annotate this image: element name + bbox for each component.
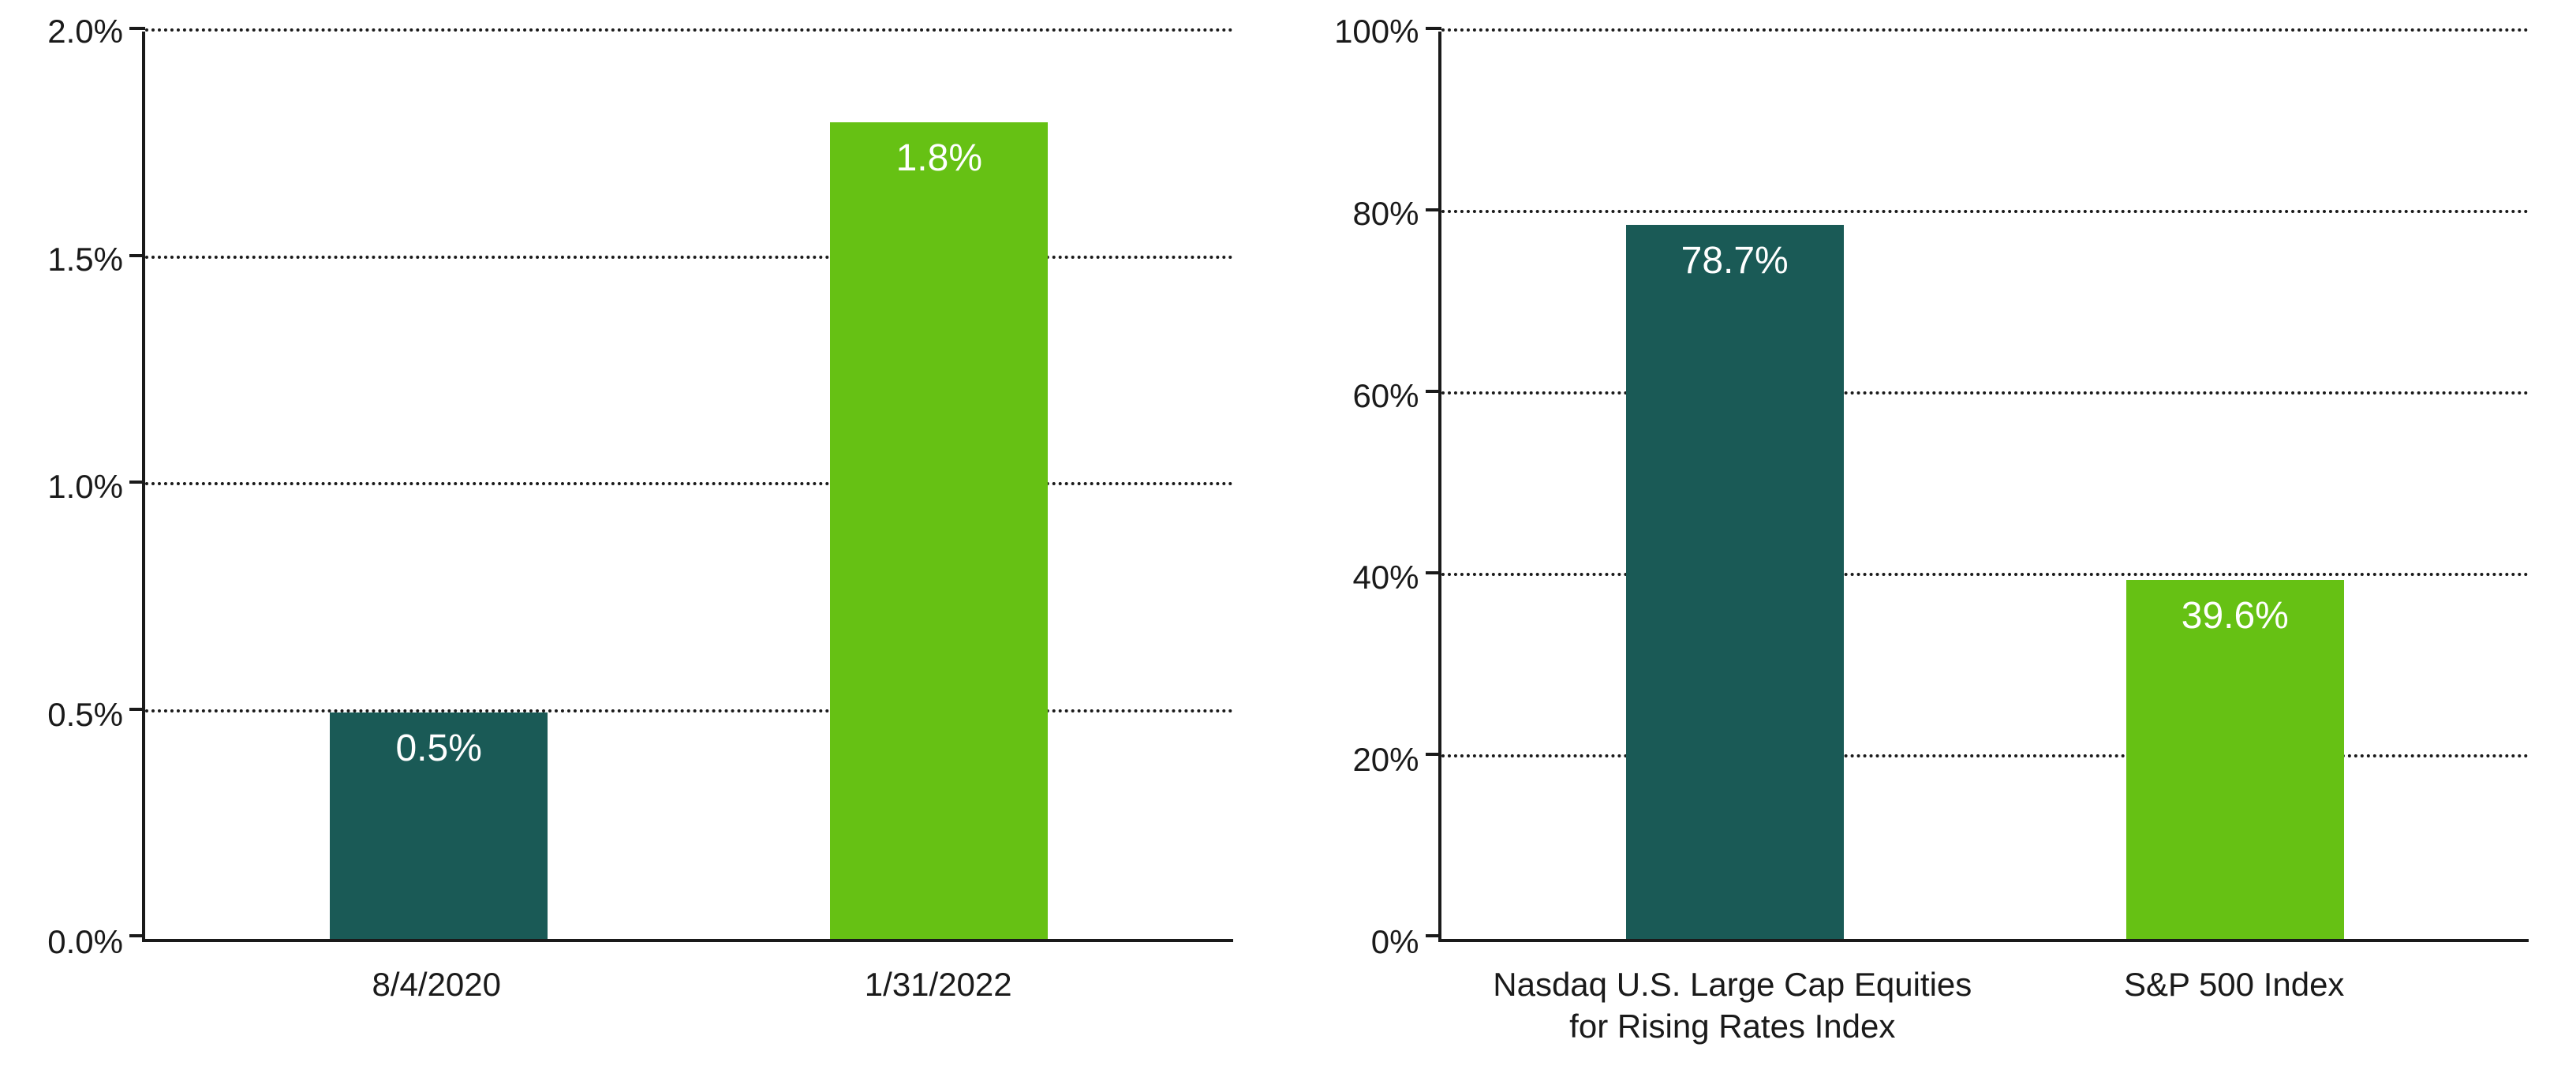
charts-container: 0.0% 0.5% 1.0% 1.5% 2.0% 0.5% 1.8% 8/4/2020 1/… [0,0,2576,1092]
right-x-category-label: Nasdaq U.S. Large Cap Equities for Risin… [1493,964,1972,1047]
right-plot-area: 78.7% 39.6% [1438,32,2529,942]
left-gridline [145,28,1233,32]
right-x-category-label: S&P 500 Index [2124,964,2344,1006]
left-gridline [145,256,1233,259]
left-x-row: 8/4/2020 1/31/2022 [16,942,1233,1060]
right-y-tick-label: 60% [1352,377,1419,415]
left-y-tick-mark [129,254,145,257]
right-y-tick-label: 80% [1352,195,1419,233]
right-y-axis: 0%20%40%60%80%100% [1312,32,1438,942]
right-y-tick-mark [1426,934,1441,937]
left-y-axis: 0.0%0.5%1.0%1.5%2.0% [16,32,142,942]
right-y-tick-label: 0% [1371,923,1419,961]
left-bar-value-label: 0.5% [395,727,481,770]
right-y-tick-mark [1426,753,1441,756]
right-gridline [1441,28,2529,32]
left-chart: 0.0%0.5%1.0%1.5%2.0% 0.5%1.8% 8/4/20201/… [16,32,1233,1060]
left-y-tick-mark [129,27,145,30]
right-gridline [1441,210,2529,213]
left-plot-row: 0.0%0.5%1.0%1.5%2.0% 0.5%1.8% [16,32,1233,942]
right-y-tick-mark [1426,390,1441,393]
right-bar-value-label: 78.7% [1681,239,1789,282]
left-x-category-label: 1/31/2022 [865,964,1012,1006]
left-y-tick-label: 1.5% [47,241,123,279]
right-chart: 0%20%40%60%80%100% 78.7%39.6% Nasdaq U.S… [1312,32,2529,1060]
left-y-tick-label: 2.0% [47,13,123,50]
right-y-tick-mark [1426,208,1441,211]
right-y-tick-label: 20% [1352,741,1419,779]
right-bar: 39.6% [2126,580,2344,939]
left-y-tick-label: 0.0% [47,923,123,961]
right-gridline [1441,573,2529,576]
left-y-tick-mark [129,481,145,484]
right-bar: 78.7% [1626,225,1844,939]
left-x-labels: 8/4/2020 1/31/2022 [142,942,1233,1060]
right-bar-value-label: 39.6% [2182,594,2289,638]
left-y-tick-label: 0.5% [47,696,123,734]
left-plot-area: 0.5% 1.8% [142,32,1233,942]
right-y-tick-label: 40% [1352,559,1419,596]
right-y-tick-mark [1426,27,1441,30]
left-bar: 1.8% [830,122,1048,939]
left-bar: 0.5% [330,712,548,940]
right-x-row: Nasdaq U.S. Large Cap Equities for Risin… [1312,942,2529,1060]
left-bar-value-label: 1.8% [896,136,982,180]
right-plot-row: 0%20%40%60%80%100% 78.7%39.6% [1312,32,2529,942]
right-y-tick-mark [1426,571,1441,574]
left-x-category-label: 8/4/2020 [372,964,502,1006]
right-y-tick-label: 100% [1334,13,1419,50]
right-gridline [1441,391,2529,395]
left-gridline [145,709,1233,712]
right-gridline [1441,754,2529,757]
left-y-tick-mark [129,934,145,937]
left-y-tick-mark [129,708,145,711]
left-gridline [145,482,1233,485]
right-x-labels: Nasdaq U.S. Large Cap Equities for Risin… [1438,942,2529,1060]
left-y-tick-label: 1.0% [47,468,123,506]
